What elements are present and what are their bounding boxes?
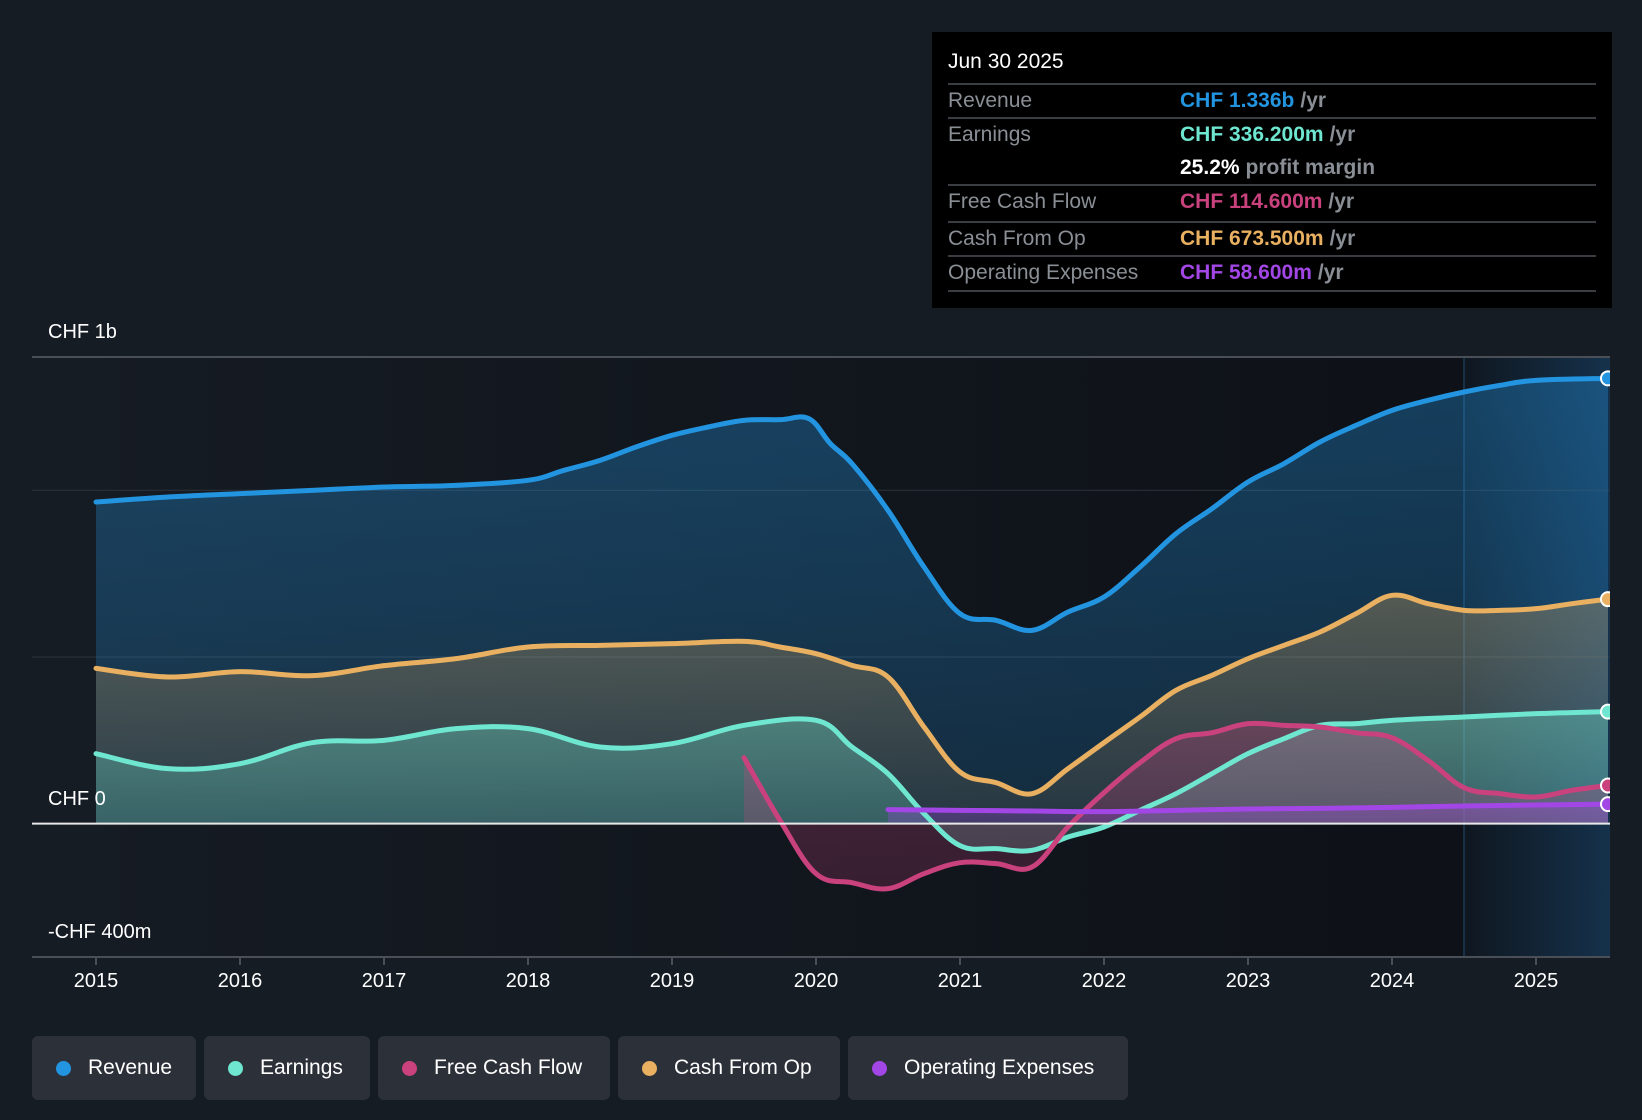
tooltip-value: CHF 1.336b/yr [1180, 89, 1326, 113]
legend-label: Revenue [88, 1056, 173, 1079]
x-tick-label: 2019 [649, 970, 695, 992]
x-tick-label: 2017 [361, 970, 407, 992]
x-tick-label: 2021 [937, 970, 983, 992]
y-tick-label: CHF 0 [48, 787, 106, 810]
x-tick-label: 2020 [793, 970, 839, 992]
legend-dot-icon [642, 1061, 657, 1076]
tooltip-date: Jun 30 2025 [948, 50, 1064, 73]
tooltip-label: Operating Expenses [948, 261, 1139, 284]
opex-value: CHF 58.600m [1180, 261, 1312, 284]
divider [948, 290, 1596, 292]
legend-item-revenue[interactable]: Revenue [32, 1036, 196, 1100]
unit: /yr [1300, 89, 1327, 112]
tooltip-value: CHF 336.200m/yr [1180, 123, 1355, 147]
tooltip-row-cfo: Cash From Op CHF 673.500m/yr [948, 221, 1596, 255]
legend-dot-icon [872, 1061, 887, 1076]
fcf-value: CHF 114.600m [1180, 190, 1323, 213]
endpoint-free-cash-flow [1600, 777, 1610, 794]
legend-dot-icon [228, 1061, 243, 1076]
y-tick-label: -CHF 400m [48, 921, 152, 943]
tooltip-row-revenue: Revenue CHF 1.336b/yr [948, 83, 1596, 117]
line-operating-expenses [885, 801, 1610, 815]
endpoint-cash-from-op [1600, 591, 1610, 608]
tooltip-row-profit-margin: 25.2% profit margin [948, 150, 1596, 184]
legend-label: Free Cash Flow [434, 1056, 583, 1079]
tooltip-row-fcf: Free Cash Flow CHF 114.600m/yr [948, 184, 1596, 218]
line-free-cash-flow [741, 720, 1610, 892]
divider [948, 221, 1596, 223]
legend-dot-icon [402, 1061, 417, 1076]
x-tick-label: 2023 [1225, 970, 1271, 992]
tooltip-value: CHF 673.500m/yr [1180, 227, 1355, 251]
line-revenue [93, 375, 1610, 633]
legend-item-cash-from-op[interactable]: Cash From Op [618, 1036, 840, 1100]
tooltip-label: Revenue [948, 89, 1033, 112]
earnings-value: CHF 336.200m [1180, 123, 1324, 146]
x-tick-label: 2024 [1369, 970, 1415, 992]
tooltip-label: Cash From Op [948, 227, 1086, 250]
legend-label: Cash From Op [674, 1056, 812, 1079]
tooltip-value: CHF 58.600m/yr [1180, 261, 1344, 285]
x-tick-label: 2025 [1513, 970, 1559, 992]
unit: /yr [1328, 190, 1355, 213]
cfo-value: CHF 673.500m [1180, 227, 1324, 250]
revenue-value: CHF 1.336b [1180, 89, 1295, 112]
unit: /yr [1317, 261, 1344, 284]
divider [948, 83, 1596, 85]
endpoint-earnings [1600, 703, 1610, 720]
x-tick-label: 2016 [217, 970, 263, 992]
legend-item-earnings[interactable]: Earnings [204, 1036, 370, 1100]
tooltip-value: 25.2% profit margin [1180, 156, 1375, 180]
y-tick-label: CHF 1b [48, 321, 117, 343]
line-earnings [93, 709, 1610, 854]
x-tick-label: 2022 [1081, 970, 1127, 992]
line-cash-from-op [93, 592, 1610, 797]
legend-dot-icon [56, 1061, 71, 1076]
legend-item-free-cash-flow[interactable]: Free Cash Flow [378, 1036, 610, 1100]
tooltip-row-opex: Operating Expenses CHF 58.600m/yr [948, 255, 1596, 289]
endpoint-operating-expenses [1600, 796, 1610, 813]
profit-margin-label: profit margin [1245, 156, 1376, 179]
tooltip-label: Free Cash Flow [948, 190, 1097, 213]
endpoint-revenue [1600, 370, 1610, 387]
x-tick-label: 2018 [505, 970, 551, 992]
unit: /yr [1329, 227, 1356, 250]
x-tick-label: 2015 [73, 970, 119, 992]
legend-label: Earnings [260, 1056, 343, 1079]
unit: /yr [1329, 123, 1356, 146]
tooltip-label: Earnings [948, 123, 1031, 146]
legend-item-operating-expenses[interactable]: Operating Expenses [848, 1036, 1128, 1100]
tooltip-row-earnings: Earnings CHF 336.200m/yr [948, 117, 1596, 151]
tooltip: Jun 30 2025 Revenue CHF 1.336b/yr Earnin… [932, 32, 1612, 308]
profit-margin-value: 25.2% [1180, 156, 1240, 179]
divider [948, 184, 1596, 186]
divider [948, 255, 1596, 257]
tooltip-value: CHF 114.600m/yr [1180, 190, 1354, 214]
legend-label: Operating Expenses [904, 1056, 1095, 1079]
divider [948, 117, 1596, 119]
